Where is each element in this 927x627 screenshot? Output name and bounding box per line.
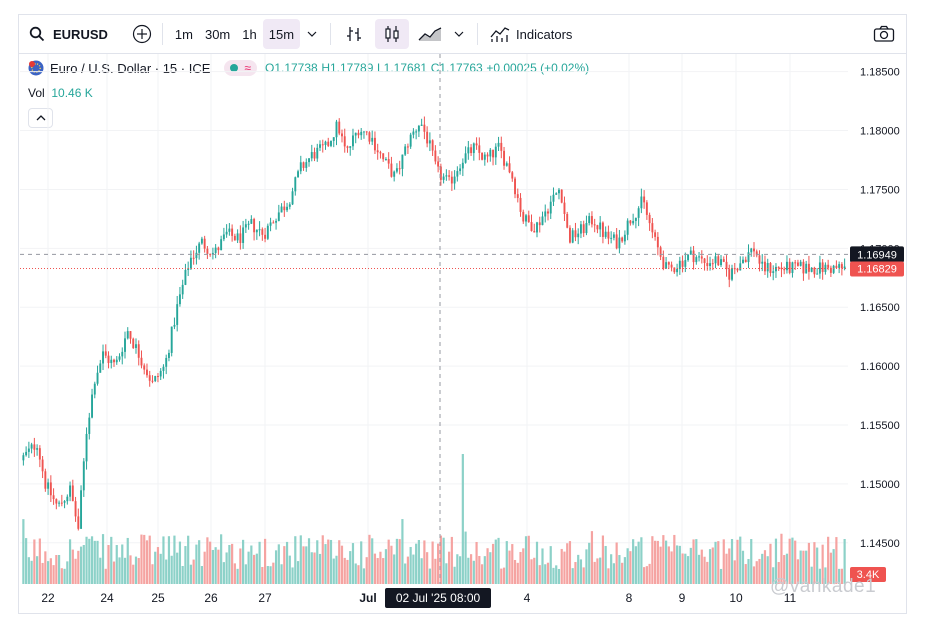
- chevron-up-icon: [36, 115, 45, 121]
- interval-1m[interactable]: 1m: [174, 26, 193, 42]
- candles-icon: [385, 26, 399, 42]
- interval-30m[interactable]: 30m: [204, 26, 231, 42]
- wave-icon: ≈: [244, 61, 251, 75]
- bar-style-button[interactable]: [337, 19, 371, 49]
- indicators-icon: [490, 27, 510, 42]
- compare-add-button[interactable]: [128, 19, 156, 49]
- watermark: @vankade1: [770, 576, 877, 597]
- volume-legend: Vol 10.46 K: [28, 86, 93, 100]
- volume-label: Vol: [28, 86, 45, 100]
- ohlc-low: L1.17681: [377, 61, 428, 75]
- interval-dropdown[interactable]: [300, 19, 324, 49]
- collapse-legend-button[interactable]: [28, 108, 53, 128]
- ohlc-open: O1.17738: [264, 61, 318, 75]
- interval-15m[interactable]: 15m: [262, 19, 301, 49]
- chevron-down-icon: [307, 31, 317, 37]
- market-open-dot: [230, 64, 239, 72]
- symbol-search[interactable]: EURUSD: [19, 19, 116, 49]
- plus-circle-icon: [132, 24, 152, 44]
- eu-flag-icon: [28, 60, 44, 76]
- volume-value: 10.46 K: [51, 86, 93, 100]
- divider: [477, 23, 479, 45]
- symbol-description: Euro / U.S. Dollar · 15 · ICE: [50, 60, 211, 76]
- divider: [161, 23, 163, 45]
- snapshot-button[interactable]: [868, 19, 900, 49]
- camera-icon: [873, 25, 895, 42]
- chart-type-dropdown[interactable]: [447, 19, 471, 49]
- symbol-label: EURUSD: [53, 26, 108, 42]
- indicators-label: Indicators: [516, 26, 573, 42]
- ohlc-high: H1.17789: [321, 61, 374, 75]
- ohlc-close: C1.17763: [430, 61, 483, 75]
- candles-style-button[interactable]: [375, 19, 410, 49]
- interval-1h[interactable]: 1h: [242, 26, 257, 42]
- bars-icon: [347, 27, 362, 41]
- legend: Euro / U.S. Dollar · 15 · ICE ≈ O1.17738…: [28, 60, 589, 76]
- toolbar: EURUSD 1m 30m 1h 15m: [19, 15, 906, 54]
- divider: [330, 23, 332, 45]
- chevron-down-icon: [454, 31, 464, 37]
- area-style-button[interactable]: [413, 19, 447, 49]
- chart-frame: [18, 14, 907, 614]
- indicators-button[interactable]: Indicators: [484, 19, 578, 49]
- area-chart-icon: [418, 27, 442, 41]
- ohlc-change: +0.00025 (+0.02%): [486, 61, 590, 75]
- market-status-badge[interactable]: ≈: [224, 60, 257, 76]
- search-icon: [29, 26, 45, 42]
